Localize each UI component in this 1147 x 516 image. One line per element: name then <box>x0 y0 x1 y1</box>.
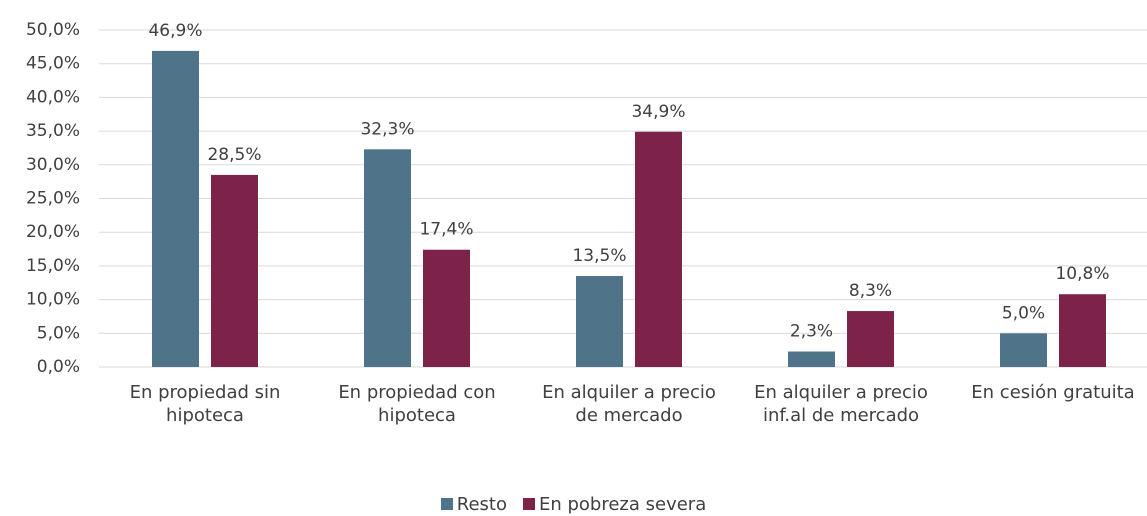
value-label: 2,3% <box>790 321 833 341</box>
legend-item: Resto <box>440 494 507 515</box>
bar <box>152 50 199 367</box>
y-tick-label: 10,0% <box>26 290 80 310</box>
y-tick-label: 45,0% <box>26 54 80 74</box>
y-tick-label: 25,0% <box>26 189 80 209</box>
value-label: 10,8% <box>1055 264 1109 284</box>
legend: Resto En pobreza severa <box>0 494 1147 515</box>
y-tick-label: 30,0% <box>26 155 80 175</box>
legend-label: En pobreza severa <box>538 494 707 515</box>
value-label: 32,3% <box>360 119 414 139</box>
legend-swatch <box>440 498 453 510</box>
x-tick-label: En cesión gratuita <box>971 382 1135 403</box>
y-tick-label: 50,0% <box>26 20 80 40</box>
y-tick-label: 0,0% <box>37 357 80 377</box>
legend-swatch <box>522 498 535 510</box>
bar <box>635 131 682 367</box>
value-label: 5,0% <box>1002 303 1045 323</box>
value-label: 34,9% <box>631 102 685 122</box>
bar <box>364 149 411 367</box>
legend-label: Resto <box>456 494 507 515</box>
x-tick-label: En alquiler a precio de mercado <box>542 382 716 426</box>
y-tick-label: 35,0% <box>26 121 80 141</box>
value-label: 28,5% <box>207 145 261 165</box>
x-tick-label: En propiedad sin hipoteca <box>129 382 281 426</box>
y-tick-label: 20,0% <box>26 222 80 242</box>
bar <box>1000 333 1047 367</box>
y-tick-label: 40,0% <box>26 87 80 107</box>
value-label: 17,4% <box>419 220 473 240</box>
bar <box>1059 294 1106 367</box>
value-label: 46,9% <box>148 21 202 41</box>
y-tick-label: 15,0% <box>26 256 80 276</box>
y-tick-label: 5,0% <box>37 323 80 343</box>
bar <box>211 174 258 367</box>
bar <box>847 311 894 367</box>
bar <box>576 276 623 367</box>
value-label: 13,5% <box>572 246 626 266</box>
value-label: 8,3% <box>849 281 892 301</box>
bar <box>423 249 470 367</box>
legend-item: En pobreza severa <box>522 494 707 515</box>
bar <box>788 351 835 367</box>
x-tick-label: En alquiler a precio inf.al de mercado <box>754 382 928 426</box>
x-tick-label: En propiedad con hipoteca <box>338 382 496 426</box>
